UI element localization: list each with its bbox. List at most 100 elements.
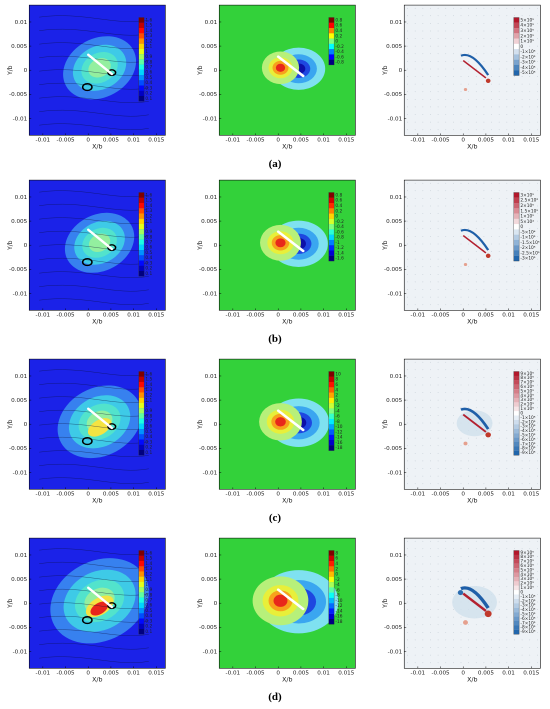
- colorbar-swatch: [138, 208, 145, 214]
- colorbar-label: 0.6: [145, 245, 152, 250]
- colorbar-label: 5×10⁴: [520, 219, 534, 224]
- colorbar-swatch: [138, 397, 145, 403]
- vortex-core: [463, 620, 468, 625]
- streamline: [39, 285, 149, 292]
- colorbar-swatch: [138, 387, 145, 393]
- plate-shape: [276, 588, 305, 611]
- colorbar-swatch: [328, 403, 335, 409]
- colorbar-label: 3×10⁵: [520, 28, 534, 33]
- y-tick-label: 0: [399, 601, 403, 607]
- y-tick-label: 0.01: [15, 553, 28, 559]
- colorbar-label: -0.6: [335, 54, 344, 59]
- colorbar-label: 7×10⁵: [520, 559, 534, 564]
- x-tick-label: -0.005: [56, 671, 74, 677]
- streamline: [39, 575, 149, 582]
- x-tick-label: 0: [86, 671, 90, 677]
- x-tick-label: -0.005: [56, 313, 74, 319]
- vortex-ring: [81, 615, 93, 625]
- colorbar-swatch: [138, 555, 145, 562]
- x-tick-label: 0.015: [523, 138, 539, 144]
- colorbar-label: 0.2: [335, 33, 342, 38]
- velocity-plot-svg: -0.01 -0.005 0 0.005 0.01 0.015 0.01 0.005 0 -0.0…: [7, 537, 166, 683]
- y-tick-label: -0.01: [388, 649, 403, 655]
- colorbar-label: 8: [335, 377, 338, 382]
- colorbar-label: 1.2: [145, 571, 152, 576]
- x-tick-label: -0.005: [246, 492, 264, 498]
- y-tick-label: 0.01: [390, 374, 403, 380]
- vortex-ring: [107, 69, 117, 77]
- colorbar-swatch: [513, 70, 520, 76]
- colorbar-label: 8: [335, 551, 338, 556]
- x-tick-label: 0.005: [103, 671, 119, 677]
- colorbar-swatch: [513, 384, 520, 390]
- x-axis-label: X/b: [92, 144, 103, 151]
- colorbar-swatch: [328, 17, 335, 23]
- colorbar-label: 1: [145, 224, 148, 229]
- colorbar-label: 1.4: [145, 28, 152, 33]
- colorbar-label: 0.3: [145, 619, 152, 624]
- colorbar-swatch: [513, 581, 520, 586]
- plot-frame: [403, 537, 541, 669]
- plot-frame: [403, 4, 541, 136]
- vorticity-contour-plot: -0.01 -0.005 0 0.005 0.01 0.015 0.01 0.005 0 -0.0…: [381, 2, 547, 157]
- colorbar-swatch: [513, 428, 520, 434]
- plot-frame: [403, 179, 541, 311]
- colorbar-swatch: [328, 608, 335, 614]
- colorbar-label: 0.4: [145, 255, 152, 260]
- streamline: [39, 231, 149, 238]
- x-tick-label: 0.015: [148, 671, 164, 677]
- pressure-plot-svg: -0.01 -0.005 0 0.005 0.01 0.015 0.01 0.005 0 -0.0…: [197, 179, 356, 325]
- x-tick-label: -0.01: [411, 492, 426, 498]
- colorbar-swatch: [513, 43, 520, 50]
- colorbar-label: 0.6: [145, 603, 152, 608]
- colorbar-swatch: [513, 197, 520, 204]
- colorbar-swatch: [138, 48, 145, 55]
- y-tick-label: -0.005: [9, 625, 27, 631]
- pressure-plot-svg: -0.01 -0.005 0 0.005 0.01 0.015 0.01 0.005 0 -0.0…: [197, 537, 356, 683]
- colorbar-label: 0.6: [145, 70, 152, 75]
- x-tick-label: 0.005: [103, 138, 119, 144]
- colorbar-label: 6×10⁵: [520, 563, 534, 568]
- velocity-plot-svg: -0.01 -0.005 0 0.005 0.01 0.015 0.01 0.005 0 -0.0…: [7, 358, 166, 504]
- colorbar-swatch: [138, 43, 145, 49]
- colorbar-swatch: [328, 571, 335, 577]
- y-tick-label: 0.01: [15, 195, 28, 201]
- colorbar-swatch: [138, 229, 145, 235]
- colorbar-label: 1.5: [145, 377, 152, 382]
- colorbar-swatch: [328, 582, 335, 588]
- colorbar-label: -10: [335, 424, 342, 429]
- colorbar-swatch: [328, 250, 335, 256]
- colorbar-swatch: [328, 418, 335, 425]
- colorbar-swatch: [138, 423, 145, 430]
- colorbar-label: -3×10⁵: [520, 60, 535, 65]
- x-tick-label: 0.015: [523, 313, 539, 319]
- colorbar-swatch: [513, 603, 520, 608]
- colorbar-swatch: [513, 54, 520, 60]
- colorbar-swatch: [513, 554, 520, 560]
- colorbar-label: 0.4: [145, 80, 152, 85]
- y-tick-label: -0.01: [13, 649, 28, 655]
- colorbar-label: 0.7: [145, 419, 152, 424]
- colorbar-label: 2×10⁵: [520, 203, 534, 208]
- colorbar-label: -1.5×10⁵: [520, 240, 540, 245]
- x-tick-label: -0.005: [431, 492, 449, 498]
- colorbar-label: 9×10⁵: [520, 371, 534, 376]
- colorbar-swatch: [138, 59, 145, 65]
- colorbar-label: 1: [145, 582, 148, 587]
- streamline: [39, 383, 149, 390]
- x-tick-label: 0.01: [502, 492, 515, 498]
- colorbar-swatch: [138, 27, 145, 34]
- x-tick-label: -0.005: [246, 313, 264, 319]
- x-axis-label: X/b: [467, 144, 478, 151]
- colorbar-label: 0.4: [335, 203, 342, 208]
- colorbar-label: 2×10⁵: [520, 402, 534, 407]
- colorbar-swatch: [138, 449, 145, 456]
- colorbar-swatch: [138, 218, 145, 224]
- colorbar-swatch: [513, 607, 520, 613]
- x-tick-label: -0.01: [36, 671, 51, 677]
- vorticity-plot-svg: -0.01 -0.005 0 0.005 0.01 0.015 0.01 0.005 0 -0.0…: [382, 537, 541, 683]
- plate-shape: [276, 409, 305, 432]
- colorbar-swatch: [513, 208, 520, 214]
- colorbar-label: -1×10⁵: [520, 49, 535, 54]
- streamline: [39, 437, 149, 444]
